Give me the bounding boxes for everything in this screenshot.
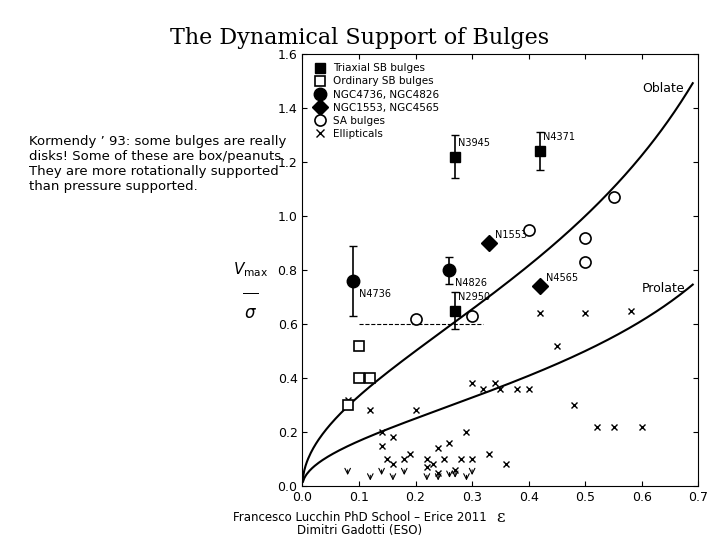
- Text: The Dynamical Support of Bulges: The Dynamical Support of Bulges: [171, 27, 549, 49]
- Text: Prolate: Prolate: [642, 281, 685, 295]
- X-axis label: ε: ε: [496, 509, 505, 526]
- Text: N1553: N1553: [495, 230, 527, 240]
- Text: N4826: N4826: [455, 278, 487, 288]
- Text: N2950: N2950: [458, 292, 490, 302]
- Text: N4736: N4736: [359, 289, 391, 299]
- Text: N4371: N4371: [543, 132, 575, 143]
- Text: $\overline{\quad}$: $\overline{\quad}$: [243, 285, 259, 299]
- Text: Dimitri Gadotti (ESO): Dimitri Gadotti (ESO): [297, 524, 423, 537]
- Text: N3945: N3945: [458, 138, 490, 148]
- Text: Oblate: Oblate: [642, 82, 683, 95]
- Legend: Triaxial SB bulges, Ordinary SB bulges, NGC4736, NGC4826, NGC1553, NGC4565, SA b: Triaxial SB bulges, Ordinary SB bulges, …: [307, 59, 443, 143]
- Text: Francesco Lucchin PhD School – Erice 2011: Francesco Lucchin PhD School – Erice 201…: [233, 511, 487, 524]
- Text: $V_{\rm max}$: $V_{\rm max}$: [233, 261, 269, 279]
- Text: Kormendy ’ 93: some bulges are really
disks! Some of these are box/peanuts.
They: Kormendy ’ 93: some bulges are really di…: [29, 135, 286, 193]
- Text: N4565: N4565: [546, 273, 577, 283]
- Text: $\sigma$: $\sigma$: [245, 305, 257, 322]
